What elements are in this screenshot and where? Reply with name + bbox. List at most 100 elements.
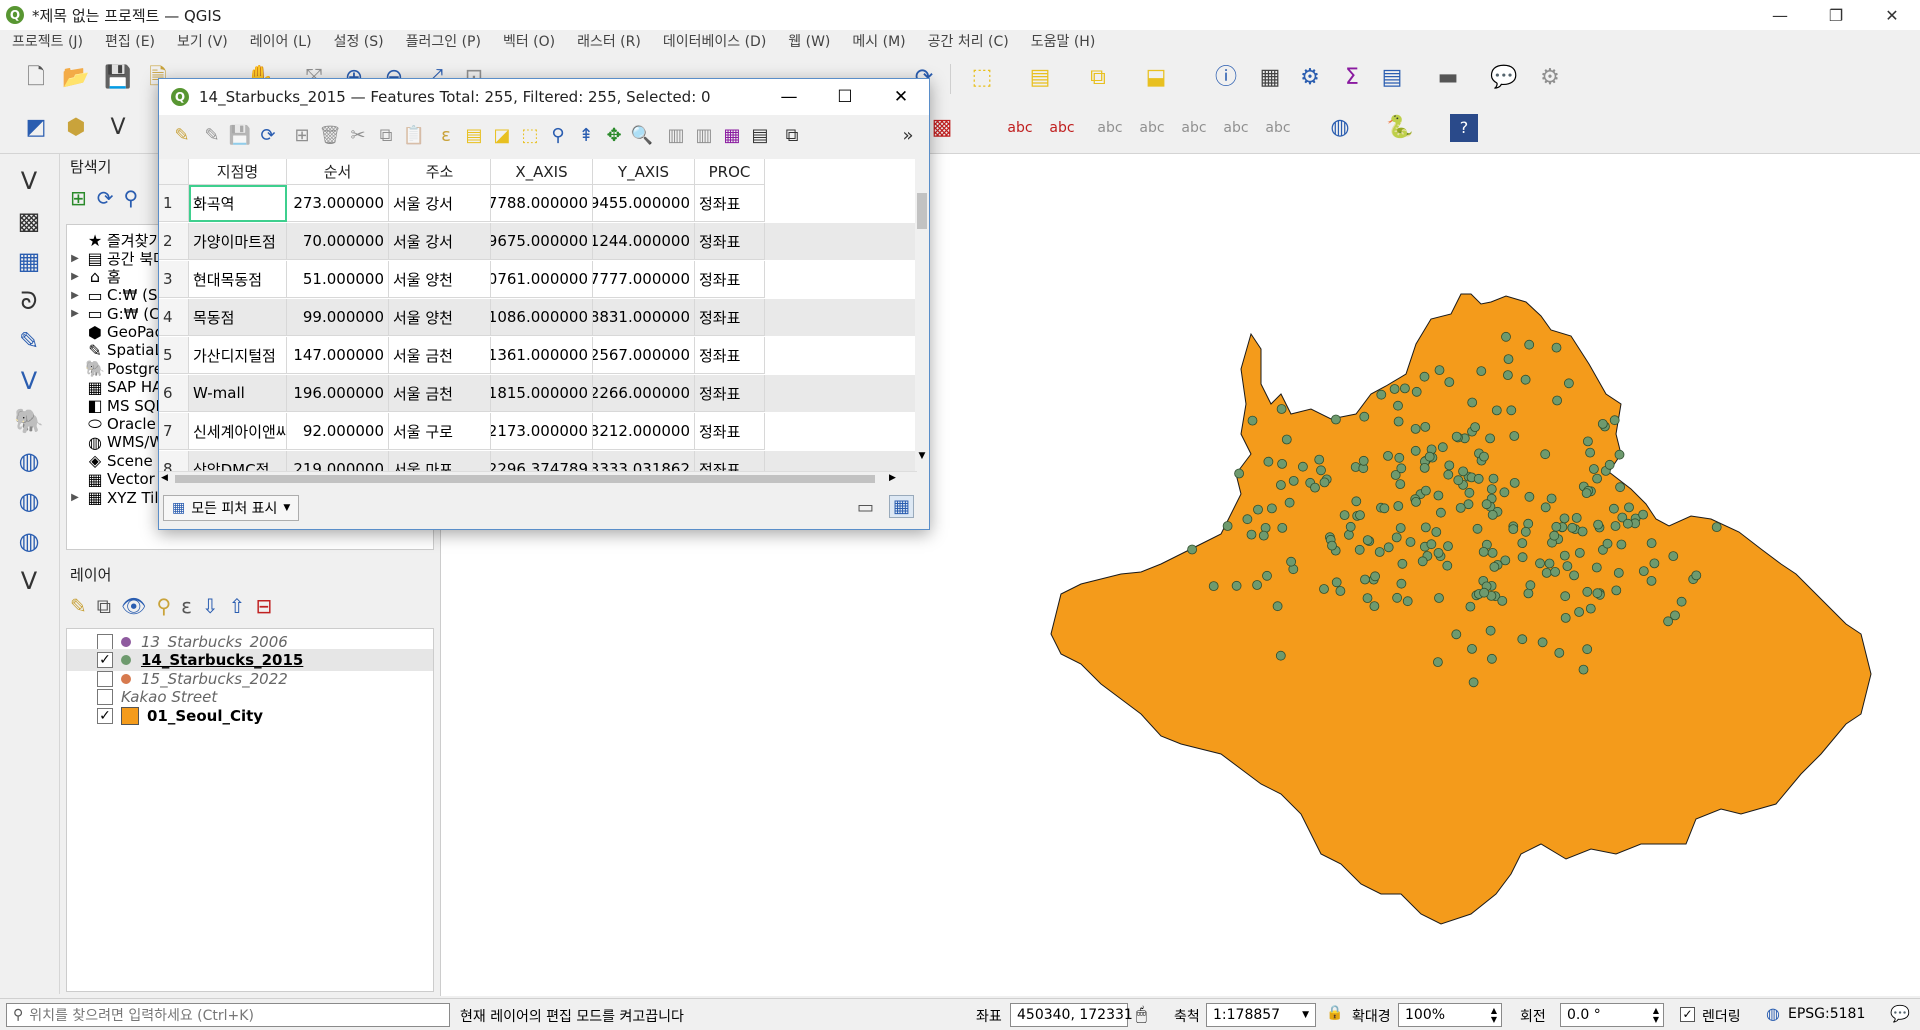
minimize-button[interactable]: — bbox=[1772, 5, 1788, 25]
delete-field-icon[interactable]: ▥ bbox=[695, 125, 713, 146]
table-cell[interactable]: 542266.000000 bbox=[593, 375, 695, 412]
column-header[interactable]: 지점명 bbox=[189, 159, 287, 185]
column-header[interactable]: Y_AXIS bbox=[593, 159, 695, 185]
table-cell[interactable]: 정좌표 bbox=[695, 185, 765, 222]
layer-visibility-checkbox[interactable] bbox=[97, 689, 113, 706]
globe-plugin-icon[interactable]: ◍ bbox=[1330, 115, 1350, 140]
attribute-grid[interactable]: 지점명 순서 주소 X_AXIS Y_AXIS PROC 1 화곡역 273.000000 서울 … bbox=[159, 159, 917, 485]
attribute-table-dialog[interactable]: Q 14_Starbucks_2015 — Features Total: 25… bbox=[158, 78, 930, 530]
add-wms-icon[interactable]: ◍ bbox=[18, 447, 40, 475]
layer-item[interactable]: 15_Starbucks_2022 bbox=[67, 668, 433, 690]
settings-gear-icon[interactable]: ⚙ bbox=[1300, 65, 1320, 90]
browser-item[interactable]: ▶ ▭ G:₩ (C bbox=[67, 303, 159, 325]
mouse-icon[interactable]: 🖱 bbox=[1136, 1004, 1147, 1025]
dialog-maximize-button[interactable]: ☐ bbox=[837, 87, 853, 107]
select-by-location-icon[interactable]: ⬓ bbox=[1145, 65, 1167, 90]
table-cell[interactable]: 547777.000000 bbox=[593, 261, 695, 298]
expand-arrow-icon[interactable]: ▶ bbox=[71, 308, 79, 320]
more-tools-icon[interactable]: » bbox=[902, 125, 914, 146]
menu-item[interactable]: 설정 (S) bbox=[333, 34, 384, 50]
render-checkbox[interactable]: ✓ bbox=[1680, 1007, 1695, 1022]
multi-edit-icon[interactable]: ✎ bbox=[204, 125, 220, 146]
table-cell[interactable]: 서울 양천 bbox=[389, 261, 491, 298]
add-feature-icon[interactable]: ⊞ bbox=[294, 125, 310, 146]
table-cell[interactable]: 화곡역 bbox=[189, 185, 287, 222]
table-cell[interactable]: 51.000000 bbox=[287, 261, 389, 298]
add-delimited-text-icon[interactable]: ᘐ bbox=[20, 287, 38, 315]
menu-item[interactable]: 메시 (M) bbox=[852, 34, 906, 50]
menu-item[interactable]: 웹 (W) bbox=[788, 34, 831, 50]
menu-item[interactable]: 공간 처리 (C) bbox=[927, 34, 1009, 50]
save-edits-icon[interactable]: 💾 bbox=[228, 125, 252, 146]
table-cell[interactable]: 현대목동점 bbox=[189, 261, 287, 298]
deselect-all-icon[interactable]: ⬚ bbox=[521, 125, 539, 146]
pan-to-selected-icon[interactable]: ✥ bbox=[606, 125, 622, 146]
row-number[interactable]: 2 bbox=[159, 223, 189, 260]
table-cell[interactable]: 548831.000000 bbox=[593, 299, 695, 336]
style-manager-icon[interactable]: ✎ bbox=[70, 594, 87, 618]
row-number[interactable]: 5 bbox=[159, 337, 189, 374]
table-cell[interactable]: 정좌표 bbox=[695, 223, 765, 260]
open-project-icon[interactable]: 📂 bbox=[62, 65, 90, 90]
layer-visibility-checkbox[interactable]: ✓ bbox=[97, 707, 113, 724]
dock-icon[interactable]: ⧉ bbox=[785, 125, 799, 146]
table-cell[interactable]: 551244.000000 bbox=[593, 223, 695, 260]
table-cell[interactable]: 정좌표 bbox=[695, 299, 765, 336]
search-tool-icon[interactable]: ⚙ bbox=[1540, 65, 1560, 90]
add-wcs-icon[interactable]: ◍ bbox=[18, 527, 40, 555]
horizontal-scrollbar[interactable]: ◀ ▶ bbox=[159, 471, 917, 485]
magnifier-field[interactable]: 100% ▲ ▼ bbox=[1398, 1003, 1502, 1027]
expand-arrow-icon[interactable]: ▶ bbox=[71, 252, 79, 264]
row-number[interactable]: 4 bbox=[159, 299, 189, 336]
menu-item[interactable]: 보기 (V) bbox=[177, 34, 228, 50]
identify-icon[interactable]: ⓘ bbox=[1214, 65, 1237, 90]
table-cell[interactable]: 542567.000000 bbox=[593, 337, 695, 374]
collapse-all-icon[interactable]: ⇧ bbox=[228, 594, 246, 618]
menu-item[interactable]: 편집 (E) bbox=[105, 34, 156, 50]
browser-item[interactable]: ⬭ Oracle bbox=[67, 413, 156, 435]
filter-select-icon[interactable]: ⚲ bbox=[551, 125, 565, 146]
move-selection-top-icon[interactable]: ⇞ bbox=[578, 125, 594, 146]
table-cell[interactable]: 273.000000 bbox=[287, 185, 389, 222]
column-header[interactable]: 주소 bbox=[389, 159, 491, 185]
menu-item[interactable]: 래스터 (R) bbox=[577, 34, 641, 50]
maximize-button[interactable]: ❐ bbox=[1828, 5, 1844, 25]
select-expression-icon[interactable]: ε bbox=[441, 125, 451, 146]
browser-item[interactable]: ◈ Scene bbox=[67, 450, 153, 472]
add-postgis-icon[interactable]: 🐘 bbox=[14, 407, 44, 435]
table-cell[interactable]: 301361.000000 bbox=[491, 337, 593, 374]
statistics-sigma-icon[interactable]: Σ bbox=[1345, 65, 1359, 90]
crs-globe-icon[interactable]: ◍ bbox=[1766, 1004, 1780, 1023]
table-cell[interactable]: 549455.000000 bbox=[593, 185, 695, 222]
add-raster-layer-icon[interactable]: ▩ bbox=[17, 207, 41, 235]
measure-icon[interactable]: ▬ bbox=[1437, 65, 1459, 90]
expression-filter-icon[interactable]: ε bbox=[181, 594, 192, 618]
cut-icon[interactable]: ✂ bbox=[350, 125, 366, 146]
deselect-icon[interactable]: ⧉ bbox=[1090, 65, 1106, 90]
locator-input[interactable]: ⚲ 위치를 찾으려면 입력하세요 (Ctrl+K) bbox=[6, 1003, 450, 1027]
table-cell[interactable]: 302173.000000 bbox=[491, 413, 593, 450]
table-cell[interactable]: W-mall bbox=[189, 375, 287, 412]
table-cell[interactable]: 300761.000000 bbox=[491, 261, 593, 298]
toggle-editing-icon[interactable]: ✎ bbox=[174, 125, 190, 146]
table-cell[interactable]: 서울 금천 bbox=[389, 337, 491, 374]
vertical-scrollbar[interactable]: ▼ bbox=[915, 159, 929, 471]
refresh-browser-icon[interactable]: ⟳ bbox=[96, 186, 114, 210]
table-cell[interactable]: 서울 강서 bbox=[389, 223, 491, 260]
form-view-icon[interactable]: ▭ bbox=[857, 497, 875, 518]
column-header[interactable]: X_AXIS bbox=[491, 159, 593, 185]
label-move-icon[interactable]: abc bbox=[1181, 120, 1207, 136]
menu-item[interactable]: 도움말 (H) bbox=[1030, 34, 1096, 50]
add-mesh-layer-icon[interactable]: ▦ bbox=[17, 247, 41, 275]
add-group-icon[interactable]: ⧉ bbox=[96, 594, 112, 618]
label-abc-icon[interactable]: abc bbox=[1007, 120, 1033, 136]
label-change-icon[interactable]: abc bbox=[1265, 120, 1291, 136]
menu-item[interactable]: 플러그인 (P) bbox=[405, 34, 481, 50]
add-spatialite-icon[interactable]: ✎ bbox=[18, 327, 40, 355]
zoom-to-selected-icon[interactable]: 🔍 bbox=[630, 125, 654, 146]
table-cell[interactable]: 301815.000000 bbox=[491, 375, 593, 412]
